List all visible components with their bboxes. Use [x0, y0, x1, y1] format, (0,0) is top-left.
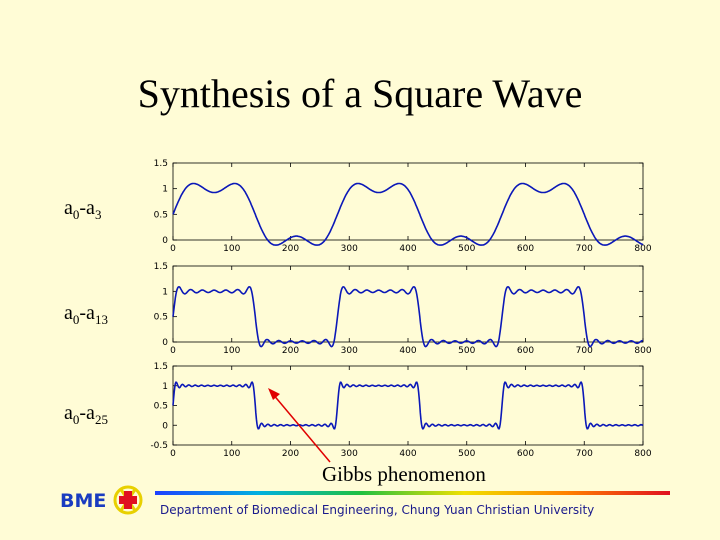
y-tick-label: 1 — [162, 382, 168, 392]
x-tick-label: 200 — [282, 244, 299, 254]
series-line — [172, 381, 644, 430]
x-tick-label: 600 — [517, 244, 534, 254]
y-tick-label: 0 — [162, 236, 168, 246]
y-tick-label: 0 — [162, 338, 168, 348]
bme-logo: BME — [58, 480, 154, 525]
x-tick-label: 300 — [341, 244, 358, 254]
logo-cross-h-icon — [119, 496, 137, 504]
x-tick-label: 300 — [341, 449, 358, 459]
x-tick-label: 700 — [576, 346, 593, 356]
y-tick-label: -0.5 — [150, 441, 168, 451]
x-tick-label: 100 — [223, 449, 240, 459]
x-tick-label: 800 — [634, 449, 651, 459]
y-tick-label: 1.5 — [154, 362, 168, 372]
x-tick-label: 600 — [517, 346, 534, 356]
slide-title: Synthesis of a Square Wave — [137, 71, 583, 116]
x-tick-label: 400 — [399, 449, 416, 459]
row-label-a25: a0-a25 — [64, 402, 108, 427]
y-tick-label: 1 — [162, 287, 168, 297]
x-tick-label: 0 — [170, 449, 176, 459]
plot-frame — [172, 162, 644, 241]
series-line — [172, 182, 644, 246]
x-tick-label: 200 — [282, 449, 299, 459]
y-tick-label: 0 — [162, 421, 168, 431]
x-tick-label: 800 — [634, 346, 651, 356]
logo-ring-icon — [113, 485, 143, 515]
x-tick-label: 0 — [170, 244, 176, 254]
y-tick-label: 0.5 — [154, 313, 168, 323]
plot-frame — [172, 365, 644, 446]
x-tick-label: 0 — [170, 346, 176, 356]
gibbs-arrow — [271, 392, 331, 463]
x-tick-label: 400 — [399, 244, 416, 254]
gibbs-annotation: Gibbs phenomenon — [322, 462, 486, 486]
y-tick-label: 0.5 — [154, 402, 168, 412]
x-tick-label: 200 — [282, 346, 299, 356]
y-tick-label: 1.5 — [154, 262, 168, 272]
plot-frame — [172, 265, 644, 343]
row-label-a13: a0-a13 — [64, 302, 108, 327]
y-tick-label: 1.5 — [154, 159, 168, 169]
x-tick-label: 400 — [399, 346, 416, 356]
row-label-a3: a0-a3 — [64, 197, 102, 222]
x-tick-label: 700 — [576, 449, 593, 459]
x-tick-label: 500 — [458, 244, 475, 254]
x-tick-label: 600 — [517, 449, 534, 459]
x-tick-label: 300 — [341, 346, 358, 356]
logo-text: BME — [60, 490, 106, 512]
series-line — [172, 285, 644, 348]
x-tick-label: 700 — [576, 244, 593, 254]
footer-text: Department of Biomedical Engineering, Ch… — [160, 503, 595, 517]
x-tick-label: 100 — [223, 244, 240, 254]
x-tick-label: 500 — [458, 449, 475, 459]
x-tick-label: 500 — [458, 346, 475, 356]
footer-rule — [155, 491, 670, 495]
y-tick-label: 1 — [162, 185, 168, 195]
x-tick-label: 800 — [634, 244, 651, 254]
x-tick-label: 100 — [223, 346, 240, 356]
gibbs-arrowhead — [268, 388, 280, 400]
y-tick-label: 0.5 — [154, 210, 168, 220]
